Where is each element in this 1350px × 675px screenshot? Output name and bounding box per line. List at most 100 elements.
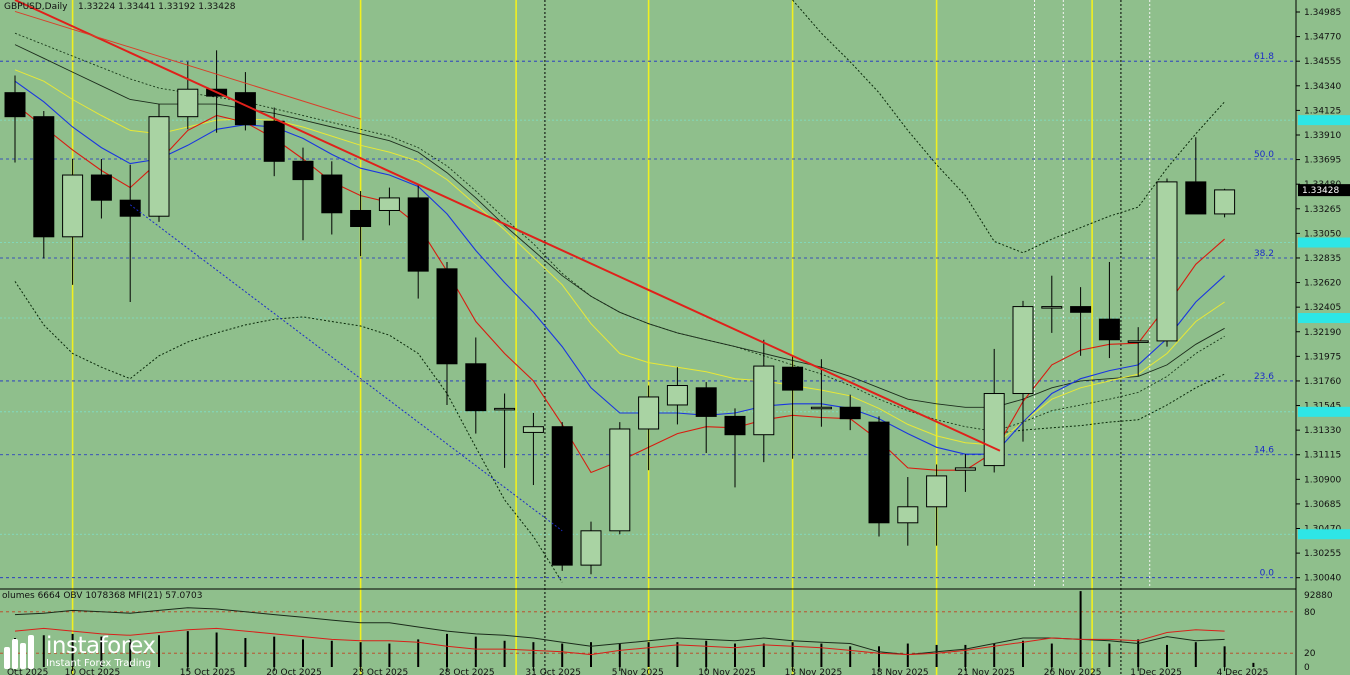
highlight-level-label [1298, 115, 1350, 126]
fibo-level-label: 0.0 [1260, 569, 1275, 579]
candle[interactable] [90, 159, 112, 219]
price-tick-label: 1.32405 [1304, 303, 1341, 313]
candle[interactable] [695, 382, 717, 454]
candle-body-bull [1012, 306, 1034, 395]
date-tick-label: Oct 2025 [7, 668, 48, 675]
candle-body-bull [522, 426, 544, 433]
price-tick-label: 1.30255 [1304, 549, 1341, 559]
candle[interactable] [551, 422, 573, 571]
fibo-level-label: 14.6 [1254, 446, 1274, 456]
candle[interactable] [983, 348, 1005, 473]
date-tick-label: 13 Nov 2025 [785, 668, 843, 675]
candle[interactable] [350, 191, 372, 257]
candle-body-bear [407, 197, 429, 272]
candle-body-bear [4, 92, 26, 118]
date-tick-label: 31 Oct 2025 [525, 668, 581, 675]
indicator-tick-label: 80 [1304, 608, 1316, 618]
candle-body-bear [1185, 181, 1207, 215]
candle[interactable] [234, 72, 256, 131]
candle[interactable] [782, 355, 804, 459]
candle-body-bear [1098, 318, 1120, 341]
candle[interactable] [810, 359, 832, 427]
candle[interactable] [753, 339, 775, 463]
candle[interactable] [177, 61, 199, 130]
candle-body-bear [292, 160, 314, 181]
candle[interactable] [1156, 178, 1178, 347]
candle[interactable] [926, 464, 948, 546]
candle[interactable] [494, 393, 516, 468]
candle[interactable] [1127, 327, 1149, 377]
chart-header-symbol: GBPUSD,Daily [4, 2, 68, 12]
price-tick-label: 1.34770 [1304, 33, 1341, 43]
current-price-text: 1.33428 [1302, 186, 1339, 196]
logo-tagline: Instant Forex Trading [46, 658, 152, 669]
candle[interactable] [465, 337, 487, 434]
candle[interactable] [436, 261, 458, 405]
candle[interactable] [1012, 300, 1034, 442]
candle[interactable] [292, 147, 314, 241]
candle[interactable] [1070, 287, 1092, 356]
candle[interactable] [4, 75, 26, 163]
channel-line-blue [129, 204, 563, 532]
candle[interactable] [580, 521, 602, 575]
indicator-tick-label: 20 [1304, 649, 1316, 659]
candle[interactable] [1214, 188, 1236, 218]
highlight-level-label [1298, 313, 1350, 324]
candle-body-bear [234, 92, 256, 126]
candle[interactable] [666, 367, 688, 425]
candle[interactable] [868, 416, 890, 537]
candle[interactable] [33, 110, 55, 259]
candle-body-bull [666, 385, 688, 406]
candle[interactable] [378, 187, 400, 226]
indicator-header: olumes 6664 OBV 1078368 MFI(21) 57.0703 [2, 591, 202, 601]
price-tick-label: 1.33050 [1304, 229, 1341, 239]
candle[interactable] [119, 164, 141, 303]
candle[interactable] [407, 184, 429, 299]
candle-body-bull [609, 428, 631, 532]
ma-blue-line [14, 80, 1225, 455]
candle-body-bull [810, 406, 832, 410]
price-tick-label: 1.34985 [1304, 8, 1341, 18]
highlight-level-label [1298, 237, 1350, 248]
candle-body-bear [1070, 306, 1092, 313]
price-tick-label: 1.30040 [1304, 574, 1341, 584]
date-tick-label: 23 Oct 2025 [353, 668, 409, 675]
candle-body-bear [33, 116, 55, 238]
candle-body-bull [1156, 181, 1178, 342]
candle-body-bear [350, 209, 372, 228]
price-tick-label: 1.34340 [1304, 82, 1341, 92]
candle[interactable] [724, 408, 746, 488]
candle[interactable] [321, 161, 343, 235]
candle[interactable] [148, 104, 170, 222]
candle-body-bull [177, 88, 199, 118]
candle[interactable] [897, 477, 919, 546]
date-tick-label: 10 Nov 2025 [698, 668, 756, 675]
fibo-level-label: 38.2 [1254, 249, 1274, 259]
candle[interactable] [1098, 261, 1120, 359]
envelope-upper-line [792, 0, 1225, 254]
candle-body-bear [551, 426, 573, 566]
candle[interactable] [1041, 275, 1063, 333]
highlight-level-label [1298, 529, 1350, 540]
candle-body-bull [638, 396, 660, 430]
logo-name: instaforex [46, 633, 156, 659]
candle[interactable] [954, 454, 976, 492]
candle-body-bull [62, 174, 84, 238]
obv-line [14, 607, 1225, 656]
candle-body-bull [148, 116, 170, 217]
candle-body-bull [494, 407, 516, 411]
trendline-main [14, 0, 1001, 452]
candle-body-bull [580, 530, 602, 566]
candle[interactable] [839, 394, 861, 431]
candle[interactable] [638, 385, 660, 471]
price-tick-label: 1.32620 [1304, 279, 1341, 289]
candle[interactable] [62, 159, 84, 285]
date-tick-label: 10 Oct 2025 [65, 668, 121, 675]
candle[interactable] [522, 412, 544, 486]
candle-body-bear [782, 366, 804, 391]
candle[interactable] [609, 422, 631, 535]
highlight-level-label [1298, 406, 1350, 417]
candle-body-bull [954, 467, 976, 471]
candle[interactable] [1185, 137, 1207, 215]
